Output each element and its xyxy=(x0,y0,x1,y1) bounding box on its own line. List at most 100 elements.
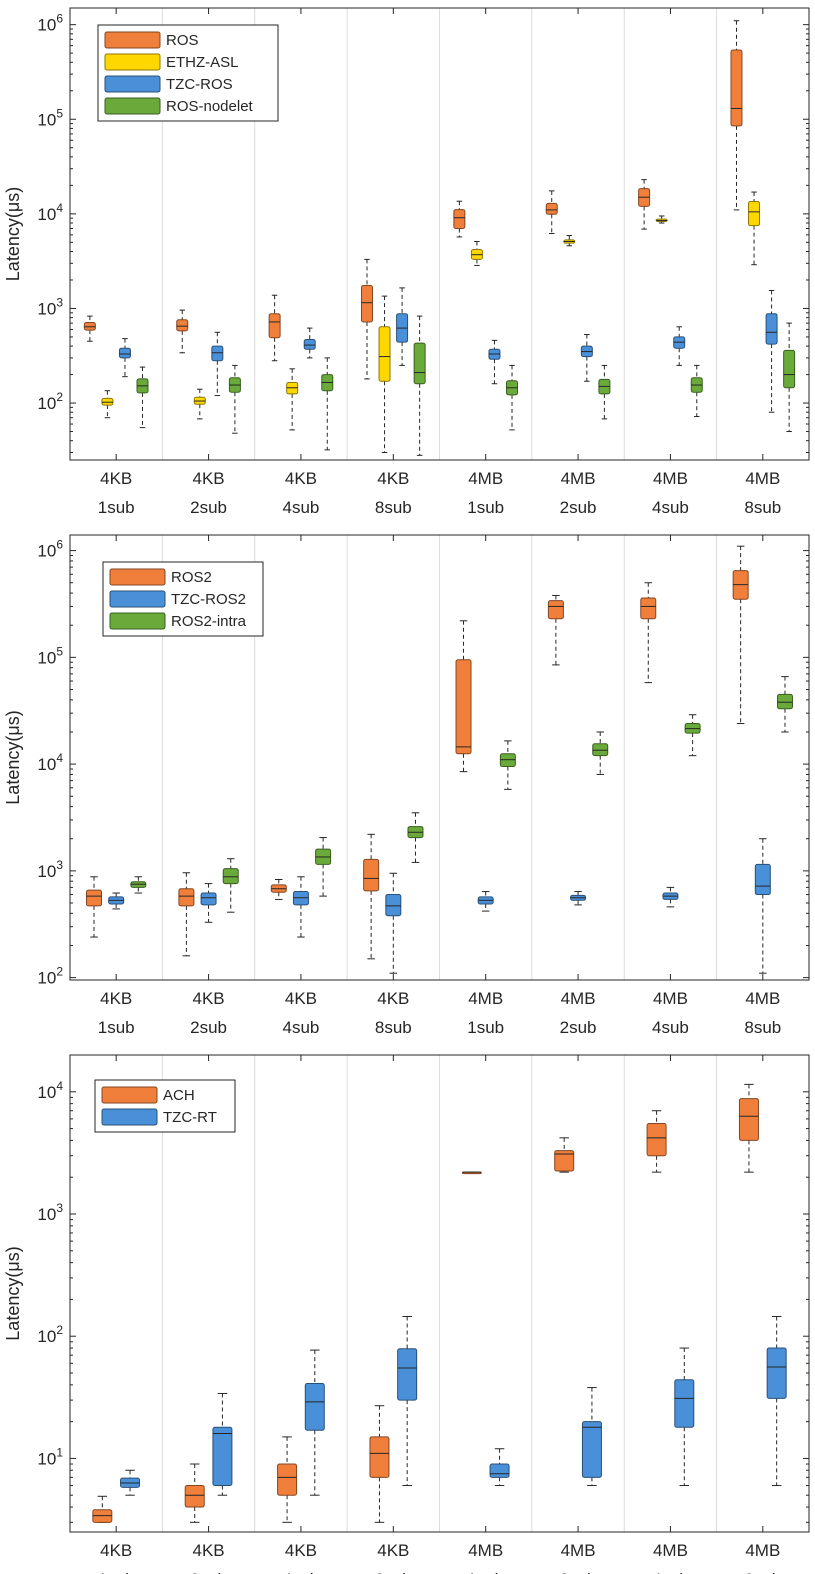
box-ros-nodelet-6 xyxy=(690,364,703,418)
legend-swatch xyxy=(109,612,166,630)
box-ros-nodelet-3 xyxy=(413,315,426,456)
box-iqr xyxy=(184,1485,205,1508)
box-ach-3 xyxy=(369,1405,390,1523)
y-tick-exponent: 2 xyxy=(56,1323,63,1337)
box-iqr xyxy=(545,202,558,215)
box-ros-7 xyxy=(730,20,743,211)
legend: ROS ETHZ-ASL TZC-ROS ROS-nodelet xyxy=(97,24,279,122)
legend-swatch xyxy=(109,568,166,586)
y-tick-label: 102 xyxy=(37,390,63,413)
x-tick-label-subs: 2sub xyxy=(560,1018,597,1037)
y-tick-label: 105 xyxy=(37,106,63,129)
y-tick-exponent: 4 xyxy=(56,1079,63,1093)
x-tick-label-size: 4MB xyxy=(561,989,596,1008)
box-ros-nodelet-5 xyxy=(598,364,611,420)
y-tick-exponent: 3 xyxy=(56,1201,63,1215)
x-tick-label-subs: 8sub xyxy=(744,1570,781,1574)
box-iqr xyxy=(547,600,564,620)
y-tick-exponent: 1 xyxy=(56,1445,63,1459)
x-tick-label-size: 4MB xyxy=(468,989,503,1008)
box-iqr xyxy=(453,209,466,230)
box-ros-6 xyxy=(638,179,651,230)
box-tzc-rt-2 xyxy=(304,1349,325,1496)
y-tick-exponent: 5 xyxy=(56,106,63,120)
legend-swatch xyxy=(104,53,161,71)
box-ros2-intra-2 xyxy=(315,837,332,897)
y-tick-label: 101 xyxy=(37,1445,63,1468)
x-tick-label-subs: 2sub xyxy=(190,498,227,517)
y-tick-label: 103 xyxy=(37,295,63,318)
legend-label: TZC-RT xyxy=(163,1109,217,1126)
box-ach-2 xyxy=(277,1436,298,1523)
y-tick-label: 106 xyxy=(37,12,63,35)
legend-swatch xyxy=(104,75,161,93)
legend-label: TZC-ROS2 xyxy=(171,591,246,608)
x-tick-label-size: 4KB xyxy=(377,469,409,488)
box-tzc-ros2-0 xyxy=(108,892,125,910)
y-tick-exponent: 3 xyxy=(56,295,63,309)
box-ros2-intra-5 xyxy=(592,731,609,775)
x-tick-label-subs: 1sub xyxy=(98,498,135,517)
x-tick-label-size: 4KB xyxy=(192,1541,224,1560)
box-tzc-rt-5 xyxy=(581,1387,602,1487)
box-iqr xyxy=(748,201,761,227)
box-iqr xyxy=(385,894,402,917)
y-tick-exponent: 2 xyxy=(56,390,63,404)
y-tick-exponent: 4 xyxy=(56,751,63,765)
box-tzc-ros-5 xyxy=(580,334,593,382)
box-iqr xyxy=(378,326,391,382)
x-tick-label-size: 4MB xyxy=(653,989,688,1008)
y-tick-label: 104 xyxy=(37,201,63,224)
box-ros2-6 xyxy=(640,582,657,684)
x-tick-label-subs: 1sub xyxy=(467,1018,504,1037)
x-tick-label-subs: 4sub xyxy=(283,1018,320,1037)
box-ethz-asl-6 xyxy=(655,215,668,224)
legend-label: ROS-nodelet xyxy=(166,98,254,115)
box-tzc-ros2-5 xyxy=(570,891,587,906)
box-tzc-rt-0 xyxy=(120,1469,141,1496)
box-iqr xyxy=(783,349,796,389)
x-tick-label-size: 4KB xyxy=(100,469,132,488)
box-iqr xyxy=(455,659,472,755)
box-iqr xyxy=(730,49,743,127)
box-ros-nodelet-2 xyxy=(321,357,334,451)
box-ach-1 xyxy=(184,1463,205,1523)
x-tick-label-size: 4MB xyxy=(653,469,688,488)
legend: ACH TZC-RT xyxy=(94,1079,236,1133)
x-tick-label-size: 4KB xyxy=(285,469,317,488)
box-tzc-ros-4 xyxy=(488,339,501,385)
box-tzc-ros2-1 xyxy=(200,883,217,923)
y-tick-exponent: 2 xyxy=(56,965,63,979)
box-ros2-intra-4 xyxy=(499,740,516,790)
box-tzc-ros2-7 xyxy=(754,838,771,974)
box-iqr xyxy=(277,1463,298,1496)
box-tzc-ros-1 xyxy=(211,331,224,397)
box-iqr xyxy=(178,888,195,907)
box-tzc-ros-0 xyxy=(118,338,131,378)
box-iqr xyxy=(363,858,380,892)
box-iqr xyxy=(674,1379,695,1428)
box-tzc-ros-3 xyxy=(396,287,409,366)
x-tick-label-size: 4KB xyxy=(377,989,409,1008)
box-tzc-ros-2 xyxy=(303,327,316,359)
box-iqr xyxy=(304,1383,325,1431)
x-tick-label-subs: 2sub xyxy=(560,1570,597,1574)
box-ethz-asl-3 xyxy=(378,295,391,454)
y-tick-label: 103 xyxy=(37,858,63,881)
box-ros2-7 xyxy=(732,545,749,725)
box-iqr xyxy=(765,313,778,345)
x-tick-label-size: 4MB xyxy=(468,469,503,488)
box-iqr xyxy=(303,338,316,350)
box-iqr xyxy=(268,313,281,339)
x-tick-label-subs: 1sub xyxy=(98,1018,135,1037)
box-iqr xyxy=(212,1426,233,1487)
x-tick-label-subs: 8sub xyxy=(375,498,412,517)
box-ros-5 xyxy=(545,190,558,234)
box-ros2-intra-6 xyxy=(684,714,701,757)
x-tick-label-size: 4MB xyxy=(468,1541,503,1560)
x-tick-label-size: 4KB xyxy=(100,989,132,1008)
x-tick-label-size: 4KB xyxy=(192,989,224,1008)
box-iqr xyxy=(200,892,217,906)
box-iqr xyxy=(176,319,189,332)
